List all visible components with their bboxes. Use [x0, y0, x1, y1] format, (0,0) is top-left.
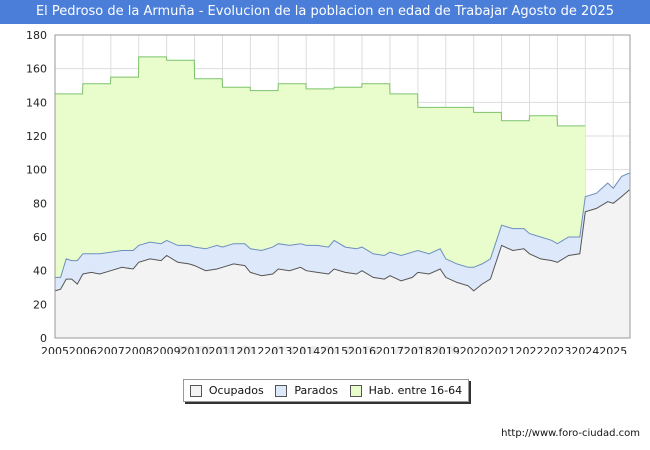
legend-swatch-ocupados — [189, 384, 202, 397]
legend-item-parados: Parados — [275, 384, 338, 397]
area-ocupados — [55, 189, 630, 338]
y-tick-label-160: 160 — [26, 63, 47, 76]
y-tick-label-0: 0 — [40, 332, 47, 345]
series-lines — [54, 56, 630, 292]
y-tick-label-180: 180 — [26, 29, 47, 42]
x-tick-label-2007: 2007 — [97, 345, 125, 354]
y-axis-ticks: 0 20 40 60 80 100 120 140 160 180 — [26, 29, 47, 345]
chart-title: El Pedroso de la Armuña - Evolucion de l… — [0, 0, 650, 24]
x-tick-label-2017: 2017 — [376, 345, 404, 354]
line-hab-16-64 — [55, 56, 586, 127]
x-tick-label-2008: 2008 — [125, 345, 153, 354]
watermark: FORO-CIUDAD.COM — [175, 342, 458, 354]
line-ocupados — [54, 189, 630, 292]
chart-area: FORO-CIUDAD.COM 0 20 40 60 80 100 120 140 160 180… — [26, 29, 631, 354]
x-tick-label-2025: 2025 — [599, 345, 627, 354]
y-tick-label-80: 80 — [33, 197, 47, 210]
y-tick-label-100: 100 — [26, 164, 47, 177]
x-tick-label-2015: 2015 — [320, 345, 348, 354]
x-tick-label-2005: 2005 — [41, 345, 69, 354]
legend-swatch-habitantes — [349, 384, 362, 397]
x-tick-label-2012: 2012 — [236, 345, 264, 354]
legend: Ocupados Parados Hab. entre 16-64 — [183, 379, 469, 402]
x-tick-label-2021: 2021 — [488, 345, 516, 354]
x-tick-label-2011: 2011 — [208, 345, 236, 354]
x-tick-label-2018: 2018 — [404, 345, 432, 354]
legend-item-ocupados: Ocupados — [189, 384, 264, 397]
x-tick-label-2022: 2022 — [516, 345, 544, 354]
x-tick-label-2009: 2009 — [153, 345, 181, 354]
x-tick-label-2010: 2010 — [181, 345, 209, 354]
area-parados — [55, 173, 630, 291]
source-url[interactable]: http://www.foro-ciudad.com — [501, 428, 640, 439]
line-parados — [55, 172, 630, 278]
y-tick-label-40: 40 — [33, 265, 47, 278]
x-tick-label-2014: 2014 — [292, 345, 320, 354]
y-tick-label-120: 120 — [26, 130, 47, 143]
svg-text:FORO-CIUDAD.COM: FORO-CIUDAD.COM — [175, 342, 458, 354]
legend-item-habitantes: Hab. entre 16-64 — [349, 384, 463, 397]
y-tick-label-140: 140 — [26, 96, 47, 109]
series-areas — [55, 56, 630, 339]
x-tick-label-2023: 2023 — [543, 345, 571, 354]
x-tick-label-2024: 2024 — [571, 345, 599, 354]
x-tick-label-2013: 2013 — [264, 345, 292, 354]
legend-label-habitantes: Hab. entre 16-64 — [368, 384, 463, 397]
y-tick-label-60: 60 — [33, 231, 47, 244]
x-tick-label-2019: 2019 — [432, 345, 460, 354]
legend-label-ocupados: Ocupados — [208, 384, 264, 397]
x-tick-label-2006: 2006 — [69, 345, 97, 354]
x-tick-label-2016: 2016 — [348, 345, 376, 354]
plot-frame — [54, 34, 631, 339]
legend-label-parados: Parados — [294, 384, 338, 397]
y-tick-label-20: 20 — [33, 298, 47, 311]
legend-swatch-parados — [275, 384, 288, 397]
x-tick-label-2020: 2020 — [460, 345, 488, 354]
x-axis-ticks: 2005 2006 2007 2008 2009 2010 2011 2012 2013 2014… — [41, 345, 627, 354]
